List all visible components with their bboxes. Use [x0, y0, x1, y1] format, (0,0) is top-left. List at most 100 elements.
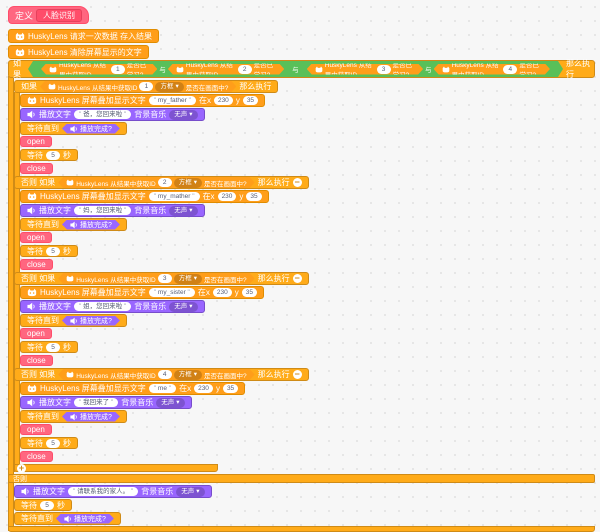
huskylens-is-learned-block[interactable]: HuskyLens 从结果中获取ID 3 是否已学习? — [307, 64, 423, 75]
wait-seconds-block[interactable]: 等待 5 秒 — [20, 149, 78, 161]
huskylens-request-data-block[interactable]: HuskyLens 请求一次数据 存入结果 — [8, 29, 160, 43]
huskylens-is-learned-block[interactable]: HuskyLens 从结果中获取ID 2 是否已学习? — [168, 64, 284, 75]
inner-if-footer[interactable]: + — [14, 462, 218, 473]
huskylens-id-onscreen-block[interactable]: HuskyLens 从结果中获取ID 3 方框 ▾ 是否在画面中? — [58, 273, 254, 284]
huskylens-overlay-text-block[interactable]: HuskyLens 屏幕叠加显示文字 my_sister 在x 230 y 35 — [20, 286, 264, 299]
x-input[interactable]: 230 — [213, 96, 233, 105]
speak-text-block[interactable]: 播放文字 请联系我的家人。 背景音乐 无声 ▾ — [14, 485, 212, 498]
collapse-branch-icon[interactable]: − — [292, 273, 302, 283]
frame-dropdown[interactable]: 方框 ▾ — [174, 178, 202, 188]
speech-text-input[interactable]: 请联系我的家人。 — [68, 487, 139, 496]
wait-until-block[interactable]: 等待直到 播放完成? — [20, 410, 127, 423]
collapse-branch-icon[interactable]: − — [292, 369, 302, 379]
define-hat-block[interactable]: 定义 人脸识别 — [8, 6, 90, 24]
y-input[interactable]: 35 — [222, 384, 239, 393]
inner-if-header[interactable]: 如果 HuskyLens 从结果中获取ID 1 方框 ▾ 是否在画面中? 那么执… — [14, 80, 279, 93]
and-operator-block[interactable]: HuskyLens 从结果中获取ID 1 是否已学习? 与 HuskyLens … — [35, 63, 290, 76]
y-input[interactable]: 35 — [242, 96, 259, 105]
outer-if-header[interactable]: 如果 HuskyLens 从结果中获取ID 1 是否已学习? 与 HuskyLe… — [8, 59, 595, 79]
seconds-input[interactable]: 5 — [46, 246, 60, 256]
wait-seconds-block[interactable]: 等待 5 秒 — [20, 245, 78, 257]
bgm-dropdown[interactable]: 无声 ▾ — [169, 109, 198, 120]
play-done-condition-block[interactable]: 播放完成? — [62, 412, 120, 422]
bgm-dropdown[interactable]: 无声 ▾ — [156, 397, 185, 408]
call-close-block[interactable]: close — [20, 163, 53, 174]
outer-if-footer[interactable] — [8, 526, 595, 532]
y-input[interactable]: 35 — [246, 192, 262, 201]
and-operator-block[interactable]: HuskyLens 从结果中获取ID 1 是否已学习? 与 HuskyLens … — [28, 61, 563, 77]
huskylens-is-learned-block[interactable]: HuskyLens 从结果中获取ID 1 是否已学习? — [41, 64, 157, 75]
call-close-block[interactable]: close — [20, 355, 53, 366]
huskylens-id-onscreen-block[interactable]: HuskyLens 从结果中获取ID 2 方框 ▾ 是否在画面中? — [58, 177, 254, 188]
elseif-header[interactable]: 否则 如果 HuskyLens 从结果中获取ID 2 方框 ▾ 是否在画面中? … — [14, 176, 309, 189]
frame-dropdown[interactable]: 方框 ▾ — [155, 82, 183, 92]
bgm-dropdown[interactable]: 无声 ▾ — [169, 205, 198, 216]
add-branch-icon[interactable]: + — [17, 462, 26, 473]
seconds-input[interactable]: 5 — [46, 438, 60, 448]
play-done-condition-block[interactable]: 播放完成? — [62, 316, 120, 326]
wait-until-block[interactable]: 等待直到 播放完成? — [20, 122, 127, 135]
custom-block-name[interactable]: 人脸识别 — [36, 8, 83, 22]
huskylens-clear-text-block[interactable]: HuskyLens 清除屏幕显示的文字 — [8, 45, 149, 59]
elseif-header[interactable]: 否则 如果 HuskyLens 从结果中获取ID 3 方框 ▾ 是否在画面中? … — [14, 272, 309, 285]
collapse-branch-icon[interactable]: − — [292, 177, 302, 187]
wait-until-block[interactable]: 等待直到 播放完成? — [20, 218, 127, 231]
seconds-input[interactable]: 5 — [46, 342, 60, 352]
speech-text-input[interactable]: 爸，您回来啦 — [74, 110, 132, 119]
call-open-block[interactable]: open — [20, 232, 52, 243]
speak-text-block[interactable]: 播放文字 妈，您回来啦 背景音乐 无声 ▾ — [20, 204, 205, 217]
frame-dropdown[interactable]: 方框 ▾ — [174, 274, 202, 284]
call-close-block[interactable]: close — [20, 259, 53, 270]
id-input[interactable]: 1 — [111, 65, 125, 74]
elseif-header[interactable]: 否则 如果 HuskyLens 从结果中获取ID 4 方框 ▾ 是否在画面中? … — [14, 368, 309, 381]
id-input[interactable]: 2 — [158, 178, 172, 187]
id-input[interactable]: 4 — [503, 65, 517, 74]
huskylens-overlay-text-block[interactable]: HuskyLens 屏幕叠加显示文字 my_father 在x 230 y 35 — [20, 94, 266, 107]
bgm-dropdown[interactable]: 无声 ▾ — [176, 486, 205, 497]
id-input[interactable]: 2 — [238, 65, 252, 74]
call-open-block[interactable]: open — [20, 136, 52, 147]
speech-text-input[interactable]: 妈，您回来啦 — [74, 206, 132, 215]
wait-seconds-block[interactable]: 等待 5 秒 — [20, 437, 78, 449]
outer-else-bar[interactable]: 否则 — [8, 474, 595, 483]
overlay-text-input[interactable]: my_mather — [148, 192, 200, 201]
speech-text-input[interactable]: 我回来了 — [74, 398, 119, 407]
huskylens-overlay-text-block[interactable]: HuskyLens 屏幕叠加显示文字 me 在x 230 y 35 — [20, 382, 246, 395]
huskylens-id-onscreen-block[interactable]: HuskyLens 从结果中获取ID 4 方框 ▾ 是否在画面中? — [58, 369, 254, 380]
speak-text-block[interactable]: 播放文字 姐，您回来啦 背景音乐 无声 ▾ — [20, 300, 205, 313]
x-input[interactable]: 230 — [217, 192, 237, 201]
call-open-block[interactable]: open — [20, 328, 52, 339]
seconds-input[interactable]: 5 — [40, 500, 54, 510]
huskylens-overlay-text-block[interactable]: HuskyLens 屏幕叠加显示文字 my_mather 在x 230 y 35 — [20, 190, 269, 203]
overlay-text-input[interactable]: my_sister — [148, 288, 195, 297]
x-input[interactable]: 230 — [212, 288, 232, 297]
play-done-condition-block[interactable]: 播放完成? — [62, 124, 120, 134]
id-input[interactable]: 3 — [377, 65, 391, 74]
speak-text-block[interactable]: 播放文字 爸，您回来啦 背景音乐 无声 ▾ — [20, 108, 205, 121]
wait-seconds-block[interactable]: 等待 5 秒 — [14, 499, 72, 511]
huskylens-id-onscreen-block[interactable]: HuskyLens 从结果中获取ID 1 方框 ▾ 是否在画面中? — [40, 81, 236, 92]
id-input[interactable]: 3 — [158, 274, 172, 283]
speech-text-input[interactable]: 姐，您回来啦 — [74, 302, 132, 311]
call-close-block[interactable]: close — [20, 451, 53, 462]
wait-until-block[interactable]: 等待直到 播放完成? — [20, 314, 127, 327]
x-input[interactable]: 230 — [194, 384, 213, 393]
bgm-dropdown[interactable]: 无声 ▾ — [169, 301, 198, 312]
wait-until-block[interactable]: 等待直到 播放完成? — [14, 512, 121, 525]
then-label: 那么执行 — [257, 274, 290, 283]
seconds-input[interactable]: 5 — [46, 150, 60, 160]
play-done-condition-block[interactable]: 播放完成? — [56, 514, 114, 524]
huskylens-icon — [15, 32, 25, 41]
y-input[interactable]: 35 — [241, 288, 257, 297]
overlay-text-input[interactable]: my_father — [148, 96, 196, 105]
id-input[interactable]: 4 — [158, 370, 172, 379]
id-input[interactable]: 1 — [139, 82, 153, 91]
speak-text-block[interactable]: 播放文字 我回来了 背景音乐 无声 ▾ — [20, 396, 192, 409]
overlay-text-input[interactable]: me — [148, 384, 177, 393]
call-open-block[interactable]: open — [20, 424, 52, 435]
play-done-condition-block[interactable]: 播放完成? — [62, 220, 120, 230]
and-operator-block[interactable]: HuskyLens 从结果中获取ID 3 是否已学习? 与 HuskyLens … — [301, 63, 556, 76]
wait-seconds-block[interactable]: 等待 5 秒 — [20, 341, 78, 353]
huskylens-is-learned-block[interactable]: HuskyLens 从结果中获取ID 4 是否已学习? — [434, 64, 550, 75]
frame-dropdown[interactable]: 方框 ▾ — [174, 370, 202, 380]
